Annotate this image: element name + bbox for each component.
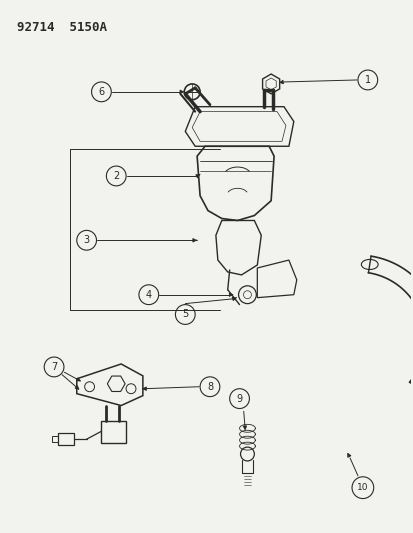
Text: 92714  5150A: 92714 5150A (17, 21, 106, 34)
Text: 5: 5 (182, 310, 188, 319)
Text: 4: 4 (145, 290, 152, 300)
Text: 10: 10 (356, 483, 368, 492)
Text: 9: 9 (236, 393, 242, 403)
Text: 8: 8 (206, 382, 213, 392)
Text: 1: 1 (364, 75, 370, 85)
Text: 3: 3 (83, 235, 90, 245)
Text: 6: 6 (98, 87, 104, 97)
Text: 2: 2 (113, 171, 119, 181)
Text: 7: 7 (51, 362, 57, 372)
